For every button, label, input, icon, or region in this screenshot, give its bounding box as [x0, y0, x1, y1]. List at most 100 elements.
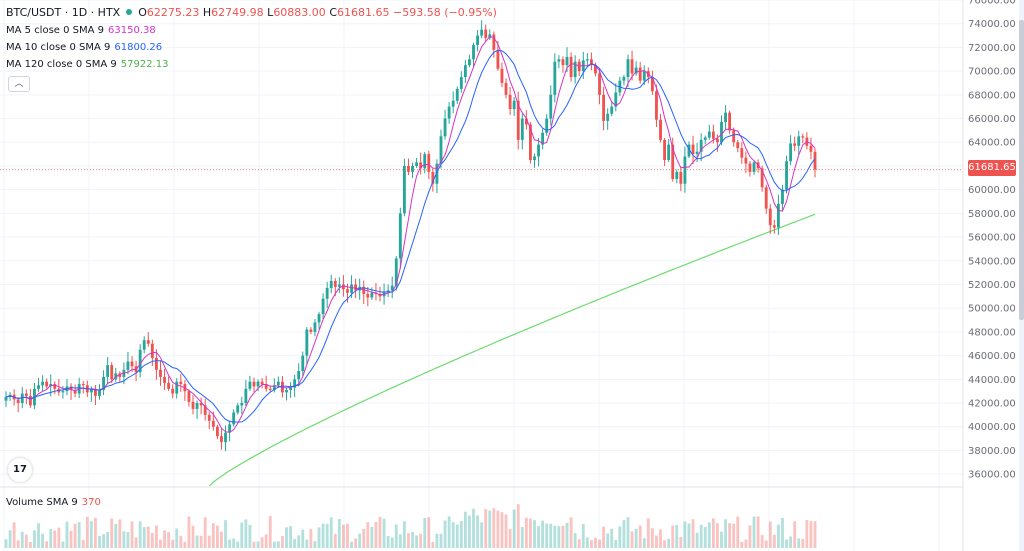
candle-body	[175, 381, 179, 394]
candle-body	[37, 385, 40, 389]
candle-body	[793, 143, 797, 146]
price-tick-label: 46000.00	[968, 351, 1016, 362]
volume-bar	[533, 520, 536, 548]
volume-bar	[728, 523, 732, 548]
candle-body	[207, 414, 211, 421]
candle-body	[402, 165, 406, 214]
ma10-legend[interactable]: MA 10 close 0 SMA 9 61800.26	[6, 42, 162, 53]
volume-bar	[89, 521, 93, 548]
volume-bar	[24, 534, 28, 548]
candle-body	[451, 100, 455, 107]
candle-body	[472, 45, 475, 60]
volume-bar	[187, 516, 191, 548]
candle-body	[760, 168, 764, 188]
volume-bar	[386, 536, 390, 548]
volume-bar	[207, 535, 211, 548]
candle-body	[504, 82, 508, 95]
candle-body	[138, 349, 142, 373]
scrollbar[interactable]	[1019, 0, 1024, 551]
candle-body	[695, 151, 699, 155]
candle-body	[390, 285, 394, 291]
candle-body	[191, 401, 195, 409]
price-tick-label: 50000.00	[968, 304, 1016, 315]
volume-bar	[268, 516, 272, 548]
candle-body	[768, 208, 772, 226]
volume-bar	[358, 533, 362, 548]
volume-bar	[768, 521, 772, 548]
volume-bar	[634, 528, 638, 548]
volume-bar	[561, 525, 565, 548]
candle-body	[492, 34, 496, 50]
volume-bar	[57, 527, 61, 548]
volume-bar	[423, 518, 427, 548]
volume-bar	[163, 530, 166, 548]
volume-bar	[305, 539, 309, 548]
candle-body	[232, 412, 236, 425]
volume-bar	[195, 535, 199, 548]
volume-bar	[289, 526, 292, 548]
volume-bar	[711, 518, 715, 548]
volume-bar	[114, 524, 118, 548]
candle-body	[772, 225, 776, 228]
volume-bar	[512, 509, 516, 548]
candle-body	[236, 405, 240, 413]
candle-body	[744, 157, 748, 164]
volume-bar	[37, 523, 40, 548]
volume-legend[interactable]: Volume SMA 9 370	[6, 497, 101, 508]
volume-bar	[346, 523, 349, 548]
candle-body	[537, 144, 540, 157]
candle-body	[423, 154, 427, 169]
candle-body	[655, 91, 658, 120]
volume-bar	[228, 539, 232, 548]
volume-bar	[220, 531, 223, 548]
ma5-legend[interactable]: MA 5 close 0 SMA 9 63150.38	[6, 25, 156, 36]
volume-bar	[492, 508, 496, 548]
volume-bar	[805, 520, 809, 548]
ma120-legend[interactable]: MA 120 close 0 SMA 9 57922.13	[6, 59, 168, 70]
candle-body	[154, 357, 158, 370]
volume-bar	[463, 511, 467, 548]
volume-bar	[650, 528, 654, 548]
candle-body	[431, 171, 435, 184]
volume-bar	[760, 535, 764, 548]
candle-body	[61, 391, 65, 393]
price-tick-label: 48000.00	[968, 327, 1016, 338]
volume-bar	[472, 508, 475, 548]
candle-body	[171, 388, 175, 394]
volume-bar	[724, 519, 727, 548]
volume-bar	[4, 539, 8, 548]
candle-body	[142, 340, 146, 350]
ma120-label: MA 120 close 0 SMA 9	[6, 59, 117, 70]
candle-body	[553, 61, 557, 95]
candle-body	[679, 171, 683, 184]
candle-body	[675, 171, 679, 179]
volume-bar	[772, 534, 776, 548]
candle-body	[321, 298, 325, 315]
collapse-legend-button[interactable]: ︿	[8, 76, 30, 92]
volume-bar	[354, 538, 358, 548]
volume-bar	[606, 533, 610, 548]
volume-bar	[443, 520, 447, 548]
volume-bar	[663, 540, 667, 548]
price-tick-label: 44000.00	[968, 375, 1016, 386]
market-status-dot	[126, 9, 133, 15]
price-tick-label: 54000.00	[968, 256, 1016, 267]
price-tick-label: 60000.00	[968, 185, 1016, 196]
volume-bar	[516, 504, 520, 548]
volume-bar	[130, 521, 134, 548]
volume-bar	[667, 538, 671, 548]
volume-bar	[350, 541, 353, 548]
volume-bar	[256, 541, 260, 548]
symbol-legend[interactable]: BTC/USDT · 1D · HTX O62275.23 H62749.98 L…	[6, 6, 497, 19]
tradingview-logo[interactable]: 17	[8, 458, 32, 482]
candle-body	[667, 144, 671, 161]
volume-bar	[61, 541, 65, 548]
scrollbar-thumb[interactable]	[1019, 20, 1024, 320]
volume-bar	[455, 524, 459, 548]
candle-body	[362, 286, 366, 294]
candle-body	[541, 132, 545, 145]
candle-body	[354, 284, 358, 291]
volume-bar	[191, 525, 195, 548]
volume-bar	[317, 527, 321, 548]
